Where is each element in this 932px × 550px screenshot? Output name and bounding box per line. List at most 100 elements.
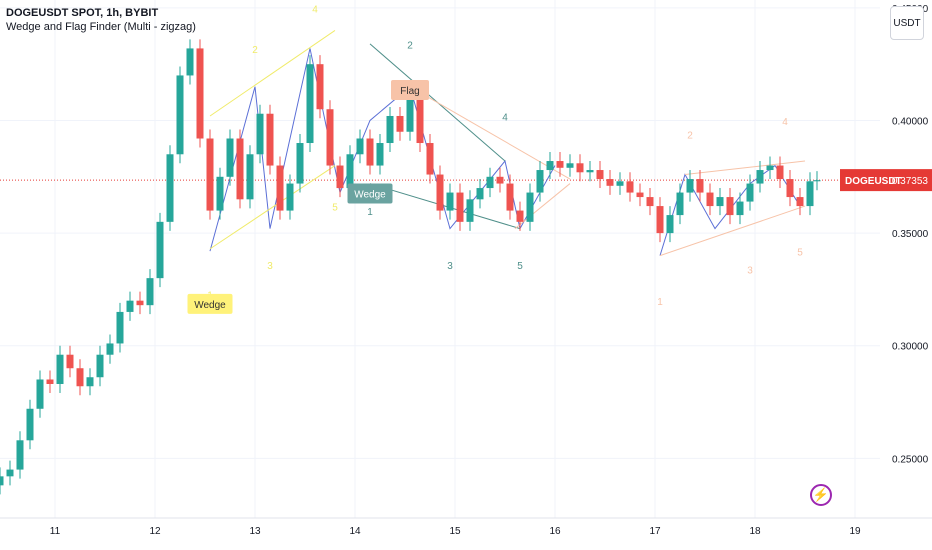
flag-lower-line xyxy=(514,183,571,229)
candle-body xyxy=(6,469,14,477)
wedge-lower-line xyxy=(369,183,521,230)
pivot-number: 3 xyxy=(267,261,273,272)
candle-body xyxy=(536,170,544,193)
symbol-line: DOGEUSDT SPOT, 1h, BYBIT xyxy=(6,7,159,19)
candle-body xyxy=(196,48,204,139)
candle-body xyxy=(166,154,174,222)
candle-body xyxy=(636,192,644,198)
tag-box xyxy=(187,293,233,314)
candle-body xyxy=(406,97,414,132)
candle-body xyxy=(506,183,514,211)
candle-body xyxy=(306,64,314,144)
candle-body xyxy=(616,181,624,186)
pivot-number: 1 xyxy=(367,207,373,218)
tag-box xyxy=(347,183,393,204)
candle-body xyxy=(86,377,94,387)
currency-button[interactable]: USDT xyxy=(890,6,924,40)
candle-body xyxy=(106,343,114,355)
candle-body xyxy=(486,176,494,189)
candle-body xyxy=(606,179,614,186)
candle-body xyxy=(0,476,4,486)
candle-body xyxy=(296,143,304,184)
candle-body xyxy=(476,188,484,200)
candle-body xyxy=(686,179,694,193)
gridlines xyxy=(0,0,880,518)
flag-upper-line xyxy=(409,86,571,180)
pivot-number: 4 xyxy=(782,117,788,128)
candle-body xyxy=(786,179,794,198)
candle-body xyxy=(556,161,564,168)
candle-body xyxy=(186,48,194,76)
flag-upper-line xyxy=(684,160,806,176)
candle-body xyxy=(146,278,154,306)
tag-label: Flag xyxy=(400,86,419,97)
candle-body xyxy=(366,138,374,166)
pivot-number: 5 xyxy=(517,261,523,272)
candle-body xyxy=(346,154,354,189)
candle-body xyxy=(36,379,44,409)
candles xyxy=(0,39,821,495)
candle-body xyxy=(736,201,744,216)
candle-body xyxy=(336,165,344,189)
candle-body xyxy=(216,176,224,211)
candle-body xyxy=(126,300,134,312)
x-tick-label: 16 xyxy=(549,526,561,537)
wedge-lower-line xyxy=(209,165,336,250)
x-tick-label: 19 xyxy=(849,526,861,537)
candle-body xyxy=(576,163,584,173)
candle-body xyxy=(696,179,704,193)
candle-body xyxy=(376,143,384,166)
indicator-line: Wedge and Flag Finder (Multi - zigzag) xyxy=(6,21,196,33)
candle-body xyxy=(526,192,534,222)
candle-body xyxy=(796,197,804,207)
tag-box xyxy=(391,79,429,100)
candle-body xyxy=(426,143,434,175)
candle-body xyxy=(206,138,214,211)
candle-body xyxy=(496,176,504,184)
flag-lower-line xyxy=(659,205,806,257)
candle-body xyxy=(26,408,34,441)
pivot-number: 2 xyxy=(687,131,693,142)
chart-title: DOGEUSDT SPOT, 1h, BYBIT Wedge and Flag … xyxy=(6,6,196,34)
y-tick-label: 0.25000 xyxy=(892,454,929,465)
candle-body xyxy=(716,197,724,207)
candle-body xyxy=(516,210,524,222)
candle-body xyxy=(56,354,64,384)
candle-body xyxy=(586,170,594,173)
candle-body xyxy=(456,192,464,222)
y-tick-label: 0.30000 xyxy=(892,342,929,353)
pivot-number: 3 xyxy=(747,266,753,277)
pivot-number: 4 xyxy=(502,112,508,123)
candle-body xyxy=(676,192,684,216)
candle-body xyxy=(156,221,164,279)
pivot-number: 4 xyxy=(312,4,318,15)
axes: 0.450000.400000.350000.300000.2500011121… xyxy=(0,4,932,537)
pivot-number: 5 xyxy=(797,248,803,259)
candle-body xyxy=(46,379,54,384)
candle-body xyxy=(756,170,764,184)
candle-body xyxy=(766,165,774,171)
pivot-number: 2 xyxy=(407,40,413,51)
candle-body xyxy=(236,138,244,200)
candle-body xyxy=(116,311,124,344)
candle-body xyxy=(813,180,821,182)
candle-body xyxy=(666,215,674,234)
candle-body xyxy=(436,174,444,211)
x-tick-label: 11 xyxy=(50,526,61,537)
candle-body xyxy=(566,163,574,168)
candle-body xyxy=(396,115,404,132)
x-tick-label: 17 xyxy=(649,526,661,537)
pattern-tag-flag: Flag xyxy=(391,79,429,100)
candle-body xyxy=(316,64,324,110)
candle-body xyxy=(596,170,604,180)
candle-body xyxy=(326,109,334,166)
candle-body xyxy=(256,113,264,155)
y-tick-label: 0.40000 xyxy=(892,116,929,127)
x-tick-label: 15 xyxy=(449,526,461,537)
x-tick-label: 14 xyxy=(349,526,361,537)
lightning-icon[interactable]: ⚡ xyxy=(810,484,832,506)
candle-body xyxy=(776,165,784,180)
